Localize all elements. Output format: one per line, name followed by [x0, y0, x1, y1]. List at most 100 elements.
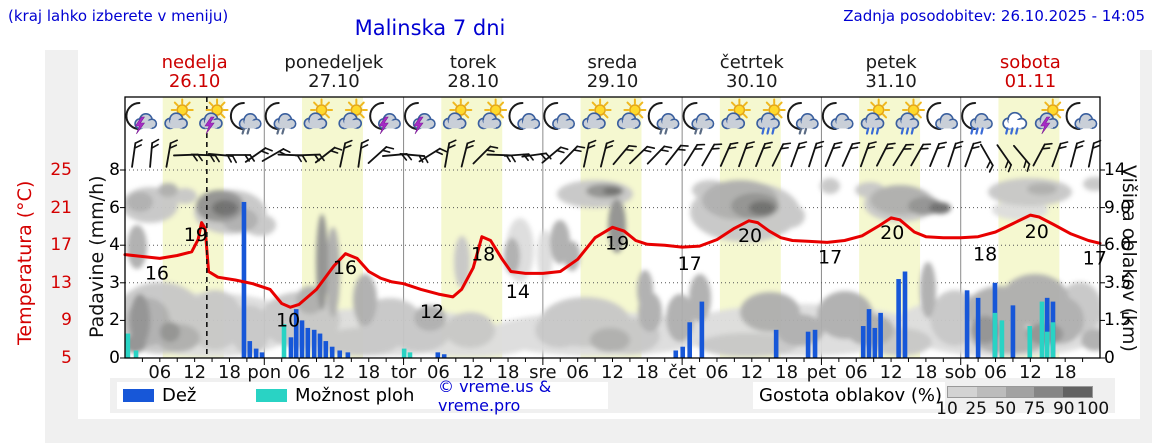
rain-bar — [441, 354, 447, 358]
barb-flag — [744, 145, 754, 150]
cloud-body — [309, 120, 322, 129]
cloud-tick-label: 3.5 — [1104, 272, 1132, 293]
barb-flag — [540, 153, 547, 161]
barb-flag — [1059, 141, 1069, 145]
barb-flag — [727, 146, 737, 150]
raindrop-mark — [970, 127, 974, 135]
cloud-blob — [929, 202, 951, 214]
sun-ray — [313, 101, 318, 107]
density-scale-number: 25 — [965, 399, 987, 419]
wind-barb-icon — [929, 141, 947, 168]
cloud-blob — [158, 183, 178, 197]
raindrop-mark — [761, 127, 765, 135]
weather-icon-sun-cloud — [164, 98, 194, 130]
shower-bar — [1039, 301, 1045, 358]
barb-flag — [798, 141, 808, 145]
barb-flag — [1058, 145, 1067, 150]
barb-flag — [954, 140, 964, 145]
wind-barb-icon — [367, 146, 395, 164]
cloud-glyph — [303, 112, 328, 130]
wind-barb-icon — [1087, 139, 1102, 168]
sun-ray — [603, 101, 609, 107]
cloud-blob — [689, 274, 711, 322]
barb-flag — [556, 149, 565, 154]
sun-ray — [777, 113, 783, 119]
barb-flag — [1076, 140, 1085, 145]
wind-barb-icon — [665, 144, 689, 166]
barb-flag — [868, 141, 877, 145]
hour-tick-label: 06 — [844, 362, 868, 383]
barb-flag — [260, 150, 269, 155]
cloud-body — [975, 120, 988, 129]
barb-shaft — [261, 148, 285, 162]
cloud-glyph — [935, 113, 959, 130]
wind-barb-icon — [444, 139, 457, 168]
wind-barb-icon — [629, 145, 656, 165]
cloud-glyph — [969, 113, 993, 130]
barb-shaft — [503, 153, 530, 157]
weather-icon-sun-cloud-rain — [756, 98, 786, 135]
wind-barb-icon — [892, 143, 915, 167]
cloud-blob — [296, 286, 324, 314]
sun-ray — [905, 101, 910, 107]
cloud-body — [522, 120, 535, 129]
sun-ray — [777, 101, 783, 107]
cloud-blob — [173, 188, 197, 204]
sun-ray — [1044, 101, 1050, 107]
drizzle-mark — [664, 127, 668, 135]
density-scale-segment — [976, 387, 1006, 397]
cloud-body — [901, 120, 914, 129]
barb-shaft — [612, 144, 630, 166]
weather-icon-sun-cloud — [442, 98, 473, 130]
barb-shaft — [719, 143, 732, 167]
raindrop-mark — [1005, 127, 1009, 135]
wind-barb-icon — [646, 145, 673, 165]
rain-bar — [329, 346, 335, 358]
cloud-body — [940, 120, 953, 129]
cloud-body — [139, 120, 152, 129]
barb-flag — [1004, 159, 1010, 169]
barb-flag — [169, 139, 179, 144]
barb-shaft — [294, 153, 321, 157]
temp-tick-label: 17 — [50, 235, 72, 256]
cloud-glyph — [477, 112, 502, 130]
cloud-blob — [320, 328, 400, 356]
temp-value-label: 18 — [471, 244, 495, 266]
cloud-glyph — [517, 113, 541, 130]
rain-bar — [878, 312, 883, 358]
barb-flag — [796, 145, 806, 150]
sun-ray — [730, 101, 736, 107]
shower-bar — [992, 312, 998, 358]
cloud-tick-label: 14 — [1104, 160, 1126, 180]
rain-bar — [293, 309, 299, 358]
sun-ray — [765, 101, 771, 107]
barb-flag — [1023, 159, 1027, 169]
weather-icon-moon-cloud — [821, 102, 854, 130]
wind-barb-icon — [1013, 144, 1031, 172]
sun-glyph — [872, 104, 885, 116]
barb-shaft — [755, 142, 766, 168]
barb-shaft — [1032, 143, 1046, 167]
cloud-glyph — [273, 113, 297, 130]
rain-bar — [299, 320, 305, 358]
rain-legend-label: Dež — [162, 385, 197, 406]
barb-flag — [729, 142, 739, 145]
cloud-blob — [1027, 183, 1057, 195]
weather-icon-moon-cloud-drizzle — [647, 102, 680, 135]
barb-flag — [573, 149, 582, 153]
hour-tick-label: 06 — [287, 362, 311, 383]
wind-barb-icon — [244, 147, 273, 163]
lightning-glyph — [204, 116, 215, 135]
raindrop-mark — [905, 127, 910, 135]
barb-flag — [646, 145, 656, 150]
bottom-gray-strip — [45, 419, 1152, 443]
day-name-petek: petek — [865, 52, 917, 73]
credit-link[interactable]: © vreme.us & vreme.pro — [438, 377, 608, 415]
cloud-body — [587, 120, 601, 129]
barb-flag — [782, 142, 792, 146]
temp-value-label: 14 — [506, 281, 530, 303]
barb-flag — [381, 149, 391, 153]
density-scale-number: 90 — [1052, 399, 1075, 419]
rain-bar — [812, 329, 818, 358]
cloud-blob — [590, 328, 630, 352]
